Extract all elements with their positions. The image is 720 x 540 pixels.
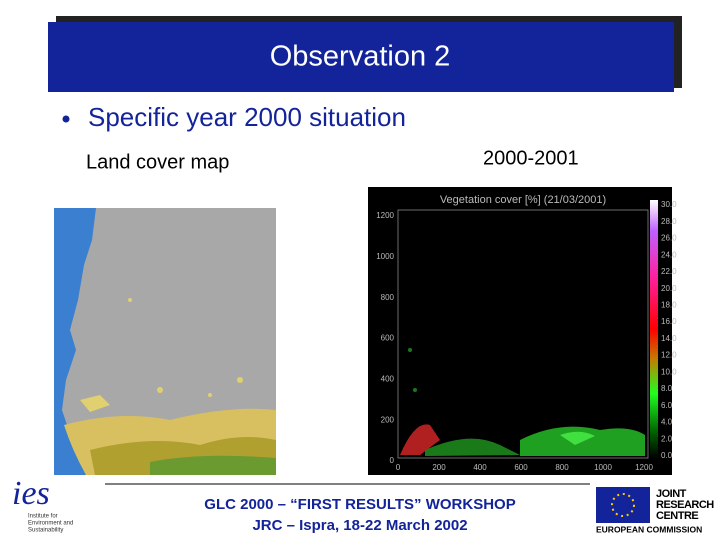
colorbar-label: 30.0 xyxy=(661,200,677,209)
jrc-line: CENTRE xyxy=(656,510,698,522)
y-tick-label: 0 xyxy=(390,456,395,465)
land-cover-map xyxy=(54,208,276,475)
ies-logo: ies xyxy=(12,475,50,512)
y-tick-label: 200 xyxy=(381,415,395,424)
eu-stars xyxy=(611,493,635,517)
x-tick-label: 1200 xyxy=(635,463,653,472)
commission: EUROPEAN COMMISSION xyxy=(596,524,702,534)
x-tick-label: 1000 xyxy=(594,463,612,472)
x-tick-label: 600 xyxy=(514,463,528,472)
y-tick-label: 1000 xyxy=(376,252,394,261)
image-title: Vegetation cover [%] (21/03/2001) xyxy=(440,194,606,206)
y-tick-label: 400 xyxy=(381,374,395,383)
ies-subtitle: Environment and xyxy=(28,521,73,527)
bullet-dot xyxy=(62,115,70,123)
colorbar-label: 24.0 xyxy=(661,250,677,259)
eu-flag xyxy=(596,487,650,523)
footer-line1: GLC 2000 – “FIRST RESULTS” WORKSHOP xyxy=(204,496,515,513)
colorbar-label: 28.0 xyxy=(661,217,677,226)
x-tick-label: 0 xyxy=(396,463,401,472)
vegetation-image xyxy=(368,187,672,475)
colorbar-label: 2.0 xyxy=(661,434,673,443)
slide-title: Observation 2 xyxy=(270,41,451,73)
colorbar-label: 20.0 xyxy=(661,284,677,293)
colorbar-label: 22.0 xyxy=(661,267,677,276)
y-tick-label: 600 xyxy=(381,334,395,343)
colorbar-label: 26.0 xyxy=(661,234,677,243)
ies-subtitle: Sustainability xyxy=(28,528,63,534)
colorbar-label: 10.0 xyxy=(661,367,677,376)
y-tick-label: 800 xyxy=(381,293,395,302)
ies-subtitle: Institute for xyxy=(28,514,58,520)
bullet-text: Specific year 2000 situation xyxy=(88,102,406,132)
footer-line2: JRC – Ispra, 18-22 March 2002 xyxy=(252,517,467,534)
x-tick-label: 800 xyxy=(555,463,569,472)
jrc-line: JOINT xyxy=(656,488,687,500)
right-caption: 2000-2001 xyxy=(483,147,579,169)
colorbar-label: 16.0 xyxy=(661,317,677,326)
y-tick-label: 1200 xyxy=(376,211,394,220)
colorbar-label: 4.0 xyxy=(661,418,673,427)
title-box xyxy=(48,22,674,92)
colorbar-label: 8.0 xyxy=(661,384,673,393)
left-caption: Land cover map xyxy=(86,151,229,173)
colorbar-label: 6.0 xyxy=(661,401,673,410)
colorbar-label: 18.0 xyxy=(661,301,677,310)
colorbar-label: 14.0 xyxy=(661,334,677,343)
jrc-line: RESEARCH xyxy=(656,499,714,511)
x-tick-label: 400 xyxy=(473,463,487,472)
x-tick-label: 200 xyxy=(432,463,446,472)
colorbar-label: 12.0 xyxy=(661,351,677,360)
colorbar-label: 0.0 xyxy=(661,451,673,460)
